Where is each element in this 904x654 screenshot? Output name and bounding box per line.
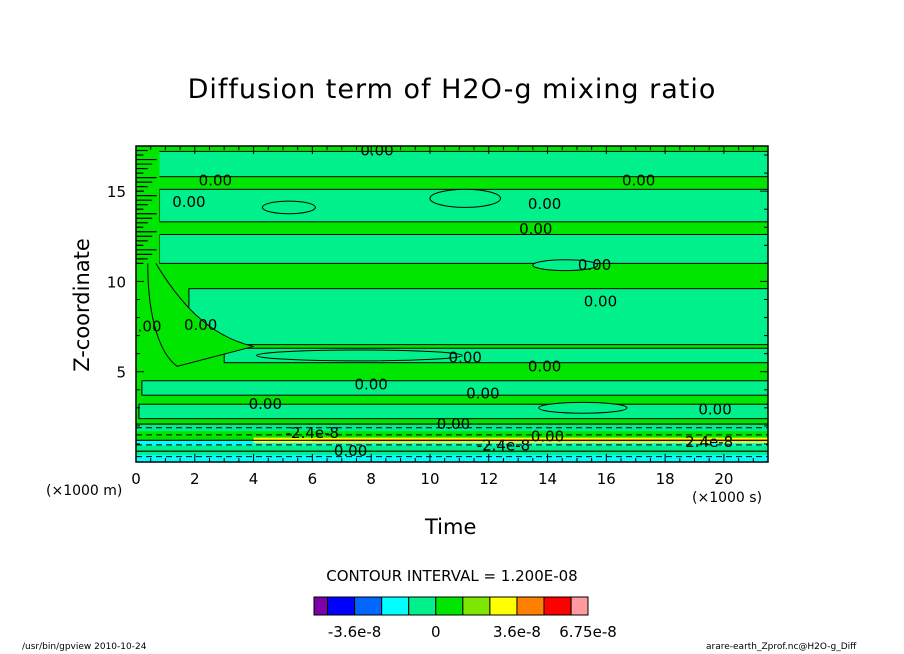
contour-label: 2.4e-8 <box>685 433 733 451</box>
x-tick-label: 20 <box>714 470 733 488</box>
contour-field: 0.00 0.00 0.00 0.00 0.00 0.00 0.00 0.00 0.00 0.00… <box>128 142 768 462</box>
y-tick-label: 5 <box>116 364 126 382</box>
x-tick-label: 6 <box>308 470 318 488</box>
x-tick-label: 8 <box>366 470 376 488</box>
colorbar-swatch <box>462 596 491 616</box>
x-axis-unit: (×1000 s) <box>692 490 763 506</box>
x-tick-label: 10 <box>420 470 439 488</box>
y-tick-label: 10 <box>107 273 126 291</box>
colorbar-frame <box>313 596 589 616</box>
contour-label: 0.00 <box>578 256 611 274</box>
y-tick-label: 15 <box>107 183 126 201</box>
colorbar-tick-label: 0 <box>431 623 441 641</box>
colorbar-swatch <box>489 596 518 616</box>
contour-label: 0.00 <box>360 142 393 160</box>
contour-label: 0.00 <box>531 428 564 446</box>
colorbar-swatch <box>354 596 383 616</box>
contour-label: 0.00 <box>172 193 205 211</box>
field-boundary-band <box>136 431 768 441</box>
x-axis-label: Time <box>425 515 477 539</box>
contour-label: 0.00 <box>584 292 617 310</box>
contour-label: 0.00 <box>519 220 552 238</box>
colorbar-swatch <box>408 596 437 616</box>
plot-frame <box>135 145 769 463</box>
x-tick-label: 0 <box>131 470 141 488</box>
contour-label: 0.00 <box>528 195 561 213</box>
contour-label: 0.00 <box>354 375 387 393</box>
contour-label: 0.00 <box>249 395 282 413</box>
field-boundary-band <box>136 454 768 462</box>
x-tick-label: 14 <box>538 470 557 488</box>
colorbar-tick-label: 6.75e-8 <box>559 623 617 641</box>
colorbar-swatch <box>570 596 589 616</box>
footer-source: arare-earth_Zprof.nc@H2O-g_Diff <box>706 642 857 652</box>
x-tick-label: 2 <box>190 470 200 488</box>
colorbar-swatch <box>381 596 410 616</box>
colorbar-swatch <box>435 596 464 616</box>
x-tick-label: 18 <box>656 470 675 488</box>
colorbar-swatch <box>327 596 356 616</box>
field-island <box>532 259 599 272</box>
colorbar-tick-label: 3.6e-8 <box>493 623 541 641</box>
field-band <box>153 150 768 178</box>
contour-label: 0.00 <box>466 384 499 402</box>
field-island <box>256 349 463 362</box>
y-axis-label: Z-coordinate <box>70 238 94 372</box>
contour-label: 0.00 <box>449 348 482 366</box>
colorbar-swatch <box>543 596 572 616</box>
field-band <box>159 233 768 264</box>
contour-label: 0.00 <box>199 171 232 189</box>
contour-interval: CONTOUR INTERVAL = 1.200E-08 <box>326 567 578 585</box>
contour-label: 0.00 <box>622 171 655 189</box>
field-island <box>261 200 316 215</box>
field-band <box>188 288 768 346</box>
y-axis-unit: (×1000 m) <box>46 483 123 499</box>
contour-label: -2.4e-8 <box>286 424 339 442</box>
field-band <box>141 380 768 396</box>
field-island <box>429 188 502 208</box>
field-boundary-band <box>136 445 768 455</box>
contour-label: 0.00 <box>698 401 731 419</box>
contour-label: 0.00 <box>128 318 161 336</box>
contour-label: 0.00 <box>334 442 367 460</box>
chart-title: Diffusion term of H2O-g mixing ratio <box>187 74 717 105</box>
colorbar-tick-label: -3.6e-8 <box>328 623 381 641</box>
contour-label: 0.00 <box>437 415 470 433</box>
contour-label: 0.00 <box>184 316 217 334</box>
colorbar-swatch <box>313 596 329 616</box>
noise-region <box>136 146 160 264</box>
x-tick-label: 4 <box>249 470 259 488</box>
contour-label: -2.4e-8 <box>477 437 530 455</box>
x-tick-label: 12 <box>479 470 498 488</box>
colorbar-swatch <box>516 596 545 616</box>
footer-program: /usr/bin/gpview 2010-10-24 <box>22 642 147 652</box>
field-plume <box>147 259 254 367</box>
x-tick-label: 16 <box>597 470 616 488</box>
field-island <box>538 401 628 414</box>
contour-label: 0.00 <box>528 357 561 375</box>
